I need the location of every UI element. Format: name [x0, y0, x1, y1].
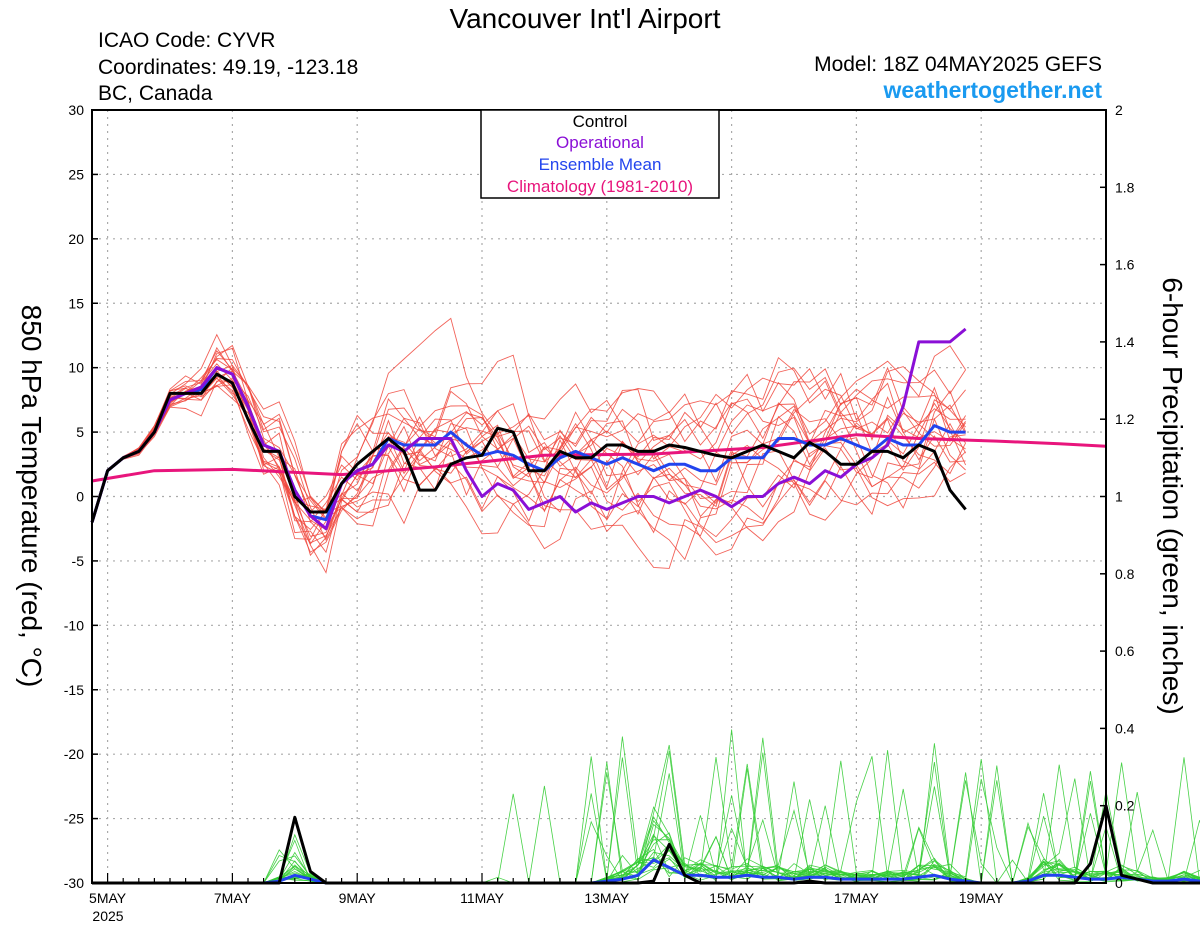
y-left-tick-label: 20 [68, 231, 84, 247]
temp-member-line [91, 344, 966, 523]
x-tick-label: 19MAY [959, 890, 1005, 906]
precip-member-line [92, 768, 1200, 884]
legend-ensemble-mean: Ensemble Mean [539, 155, 662, 174]
precip-member-line [92, 737, 1200, 884]
y-left-tick-label: -25 [64, 811, 84, 827]
y-left-tick-label: 5 [76, 424, 84, 440]
y-right-tick-label: 0 [1115, 875, 1123, 891]
legend-operational: Operational [556, 133, 644, 152]
y-right-tick-label: 0.8 [1115, 566, 1135, 582]
y-left-tick-label: -20 [64, 746, 84, 762]
coordinates: Coordinates: 49.19, -123.18 [98, 56, 358, 79]
y-right-tick-label: 2 [1115, 102, 1123, 118]
x-tick-label: 11MAY [460, 890, 504, 906]
x-tick-label: 7MAY [214, 890, 252, 906]
y-right-tick-label: 1.8 [1115, 179, 1135, 195]
y-axis-left-label: 850 hPa Temperature (red, °C) [16, 305, 47, 688]
y-right-tick-label: 1.2 [1115, 411, 1135, 427]
precip-member-line [92, 772, 1200, 884]
y-left-tick-label: -15 [64, 682, 84, 698]
y-left-tick-label: 0 [76, 489, 84, 505]
x-tick-label: 13MAY [584, 890, 630, 906]
legend-box [480, 109, 720, 199]
x-tick-label: 15MAY [709, 890, 755, 906]
x-tick-label: 17MAY [834, 890, 880, 906]
model-run: Model: 18Z 04MAY2025 GEFS [814, 53, 1102, 76]
legend: Control Operational Ensemble Mean Climat… [480, 109, 720, 199]
y-left-tick-label: -5 [72, 553, 85, 569]
site-link[interactable]: weathertogether.net [882, 77, 1102, 103]
right-axis-ticks: 2 1.8 1.6 1.4 1.2 1 0.8 0.6 0.4 0.2 0 [1100, 102, 1135, 891]
legend-climatology: Climatology (1981-2010) [507, 177, 693, 196]
chart-title: Vancouver Int'l Airport [450, 3, 721, 34]
y-left-tick-label: 30 [68, 102, 84, 118]
climatology-1981-2010-temp-line [91, 433, 1107, 483]
control-temp-line [90, 372, 967, 523]
ensemble-mean-precip-line [92, 858, 1200, 885]
temp-member-line [91, 364, 966, 525]
y-right-tick-label: 0.4 [1115, 720, 1135, 736]
y-right-tick-label: 1 [1115, 489, 1123, 505]
x-tick-label: 5MAY [89, 890, 127, 906]
y-left-tick-label: 25 [68, 166, 84, 182]
y-right-tick-label: 0.2 [1115, 798, 1135, 814]
y-left-tick-label: 15 [68, 295, 84, 311]
left-axis-ticks: 30 25 20 15 10 5 0 -5 -10 -15 -20 -25 -30 [64, 102, 98, 891]
x-axis-year-label: 2025 [92, 908, 123, 924]
y-left-tick-label: -10 [64, 617, 84, 633]
y-right-tick-label: 1.4 [1115, 334, 1135, 350]
y-left-tick-label: 10 [68, 360, 84, 376]
legend-control: Control [573, 112, 628, 131]
x-axis-ticks: 5MAY 7MAY 9MAY 11MAY 13MAY 15MAY 17MAY 19MAY [89, 873, 1107, 906]
operational-temp-line [90, 327, 967, 531]
y-axis-right-label: 6-hour Precipitation (green, inches) [1157, 277, 1188, 714]
y-right-tick-label: 1.6 [1115, 257, 1135, 273]
icao-code: ICAO Code: CYVR [98, 29, 275, 52]
x-tick-label: 9MAY [339, 890, 377, 906]
y-left-tick-label: -30 [64, 875, 84, 891]
region: BC, Canada [98, 82, 213, 105]
grid [92, 110, 1106, 883]
precip-member-line [92, 781, 1200, 884]
series-lines [90, 327, 1200, 885]
y-right-tick-label: 0.6 [1115, 643, 1135, 659]
